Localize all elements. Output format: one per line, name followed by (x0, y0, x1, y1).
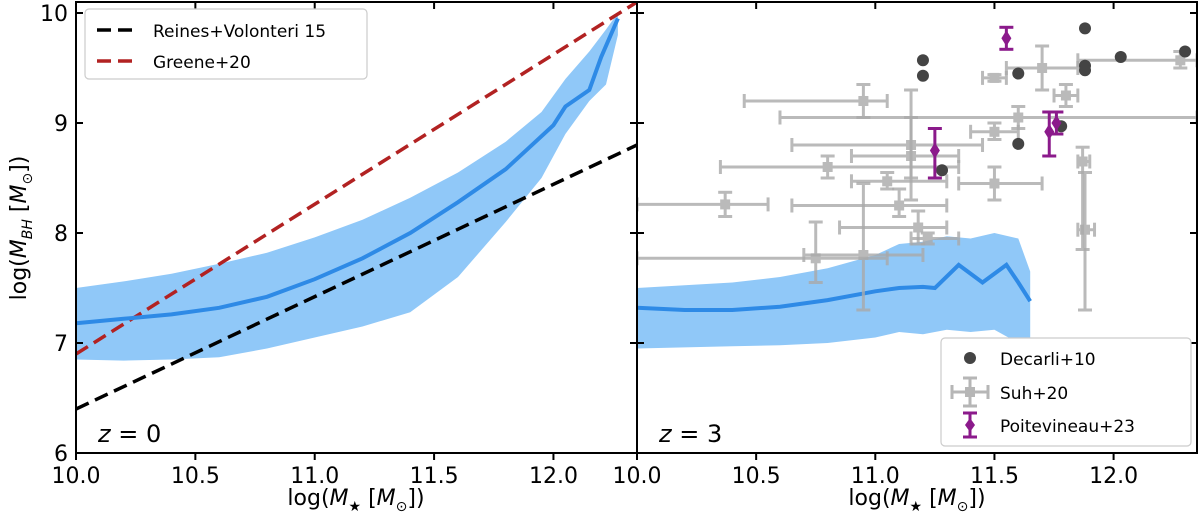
suh-point (718, 154, 961, 180)
y-tick-label: 6 (54, 442, 68, 467)
poitevineau-point (999, 25, 1014, 51)
suh-point (637, 220, 889, 284)
right-x-ticks: 10.0 10.5 11.0 11.5 12.0 (613, 2, 1138, 489)
legend-label-greene: Greene+20 (153, 53, 251, 73)
legend-label-reines: Reines+Volonteri 15 (153, 22, 326, 42)
poitevineau-points (927, 25, 1064, 180)
legend-label-decarli: Decarli+10 (1000, 350, 1096, 370)
left-x-ticks: 10.0 10.5 11.0 11.5 12.0 (52, 2, 578, 489)
left-median-line (76, 17, 620, 326)
x-tick-label: 10.0 (52, 464, 101, 489)
decarli-point (916, 54, 929, 67)
x-tick-label: 11.0 (851, 464, 900, 489)
decarli-point (936, 164, 949, 177)
right-x-axis-label: log(M★ [M⊙]) (848, 486, 985, 515)
decarli-point (1079, 64, 1091, 77)
x-tick-label: 10.0 (613, 464, 662, 489)
suh-point (742, 83, 889, 119)
left-panel: 10.0 10.5 11.0 11.5 12.0 6 7 8 9 10 Reines+Volon… (7, 1, 638, 515)
left-x-axis-label: log(M★ [M⊙]) (287, 486, 424, 515)
suh-point (909, 231, 961, 246)
suh-point (981, 70, 1008, 85)
suh-point (1076, 171, 1097, 312)
x-tick-label: 11.5 (410, 464, 459, 489)
suh-point (957, 165, 1044, 202)
decarli-point (1012, 67, 1025, 80)
suh-point (790, 187, 949, 218)
decarli-point (1114, 51, 1127, 63)
suh-point (637, 190, 770, 218)
left-y-ticks: 6 7 8 9 10 (40, 2, 637, 467)
legend-marker-suh (950, 376, 990, 408)
x-tick-label: 12.0 (529, 464, 578, 489)
decarli-point (1012, 137, 1025, 150)
poitevineau-point (927, 127, 942, 180)
legend-marker-decarli (964, 352, 976, 364)
right-panel: 10.0 10.5 11.0 11.5 12.0 Decarli+10 Suh+20 (613, 1, 1198, 515)
decarli-point (916, 69, 929, 82)
right-axes-frame (636, 1, 1198, 454)
left-legend: Reines+Volonteri 15 Greene+20 (84, 8, 368, 80)
suh-point (778, 105, 1197, 130)
x-tick-label: 10.5 (732, 464, 781, 489)
legend-marker-poitevineau (963, 411, 977, 439)
greene-line (76, 2, 637, 356)
x-tick-label: 11.5 (970, 464, 1019, 489)
right-scatter-band (637, 233, 1031, 371)
poitevineau-point (1049, 110, 1064, 136)
left-legend-box (84, 8, 368, 80)
decarli-points (916, 22, 1192, 177)
right-panel-label: z = 3 (658, 420, 722, 448)
decarli-point (1079, 22, 1091, 35)
legend-label-poitevineau: Poitevineau+23 (1000, 417, 1135, 437)
suh-point (1076, 50, 1197, 70)
x-tick-label: 12.0 (1089, 464, 1138, 489)
y-tick-label: 9 (54, 112, 68, 137)
suh-point (969, 121, 1020, 141)
reines-volonteri-line (76, 143, 637, 411)
suh-point (790, 116, 985, 180)
y-tick-label: 7 (54, 332, 68, 357)
suh-point (849, 171, 949, 191)
poitevineau-point (1042, 110, 1057, 158)
x-tick-label: 10.5 (171, 464, 220, 489)
left-scatter-band (76, 13, 618, 361)
legend-label-suh: Suh+20 (1000, 384, 1068, 404)
x-tick-label: 11.0 (290, 464, 339, 489)
left-panel-label: z = 0 (97, 420, 161, 448)
y-tick-label: 10 (40, 2, 68, 27)
right-legend-box (940, 337, 1192, 447)
y-tick-label: 8 (54, 222, 68, 247)
decarli-point (1179, 45, 1192, 58)
suh-point (1052, 83, 1080, 108)
y-axis-label: log(MBH [M⊙]) (7, 156, 36, 301)
right-legend: Decarli+10 Suh+20 Poitevineau+23 (940, 337, 1192, 447)
right-median-line (637, 262, 1032, 312)
